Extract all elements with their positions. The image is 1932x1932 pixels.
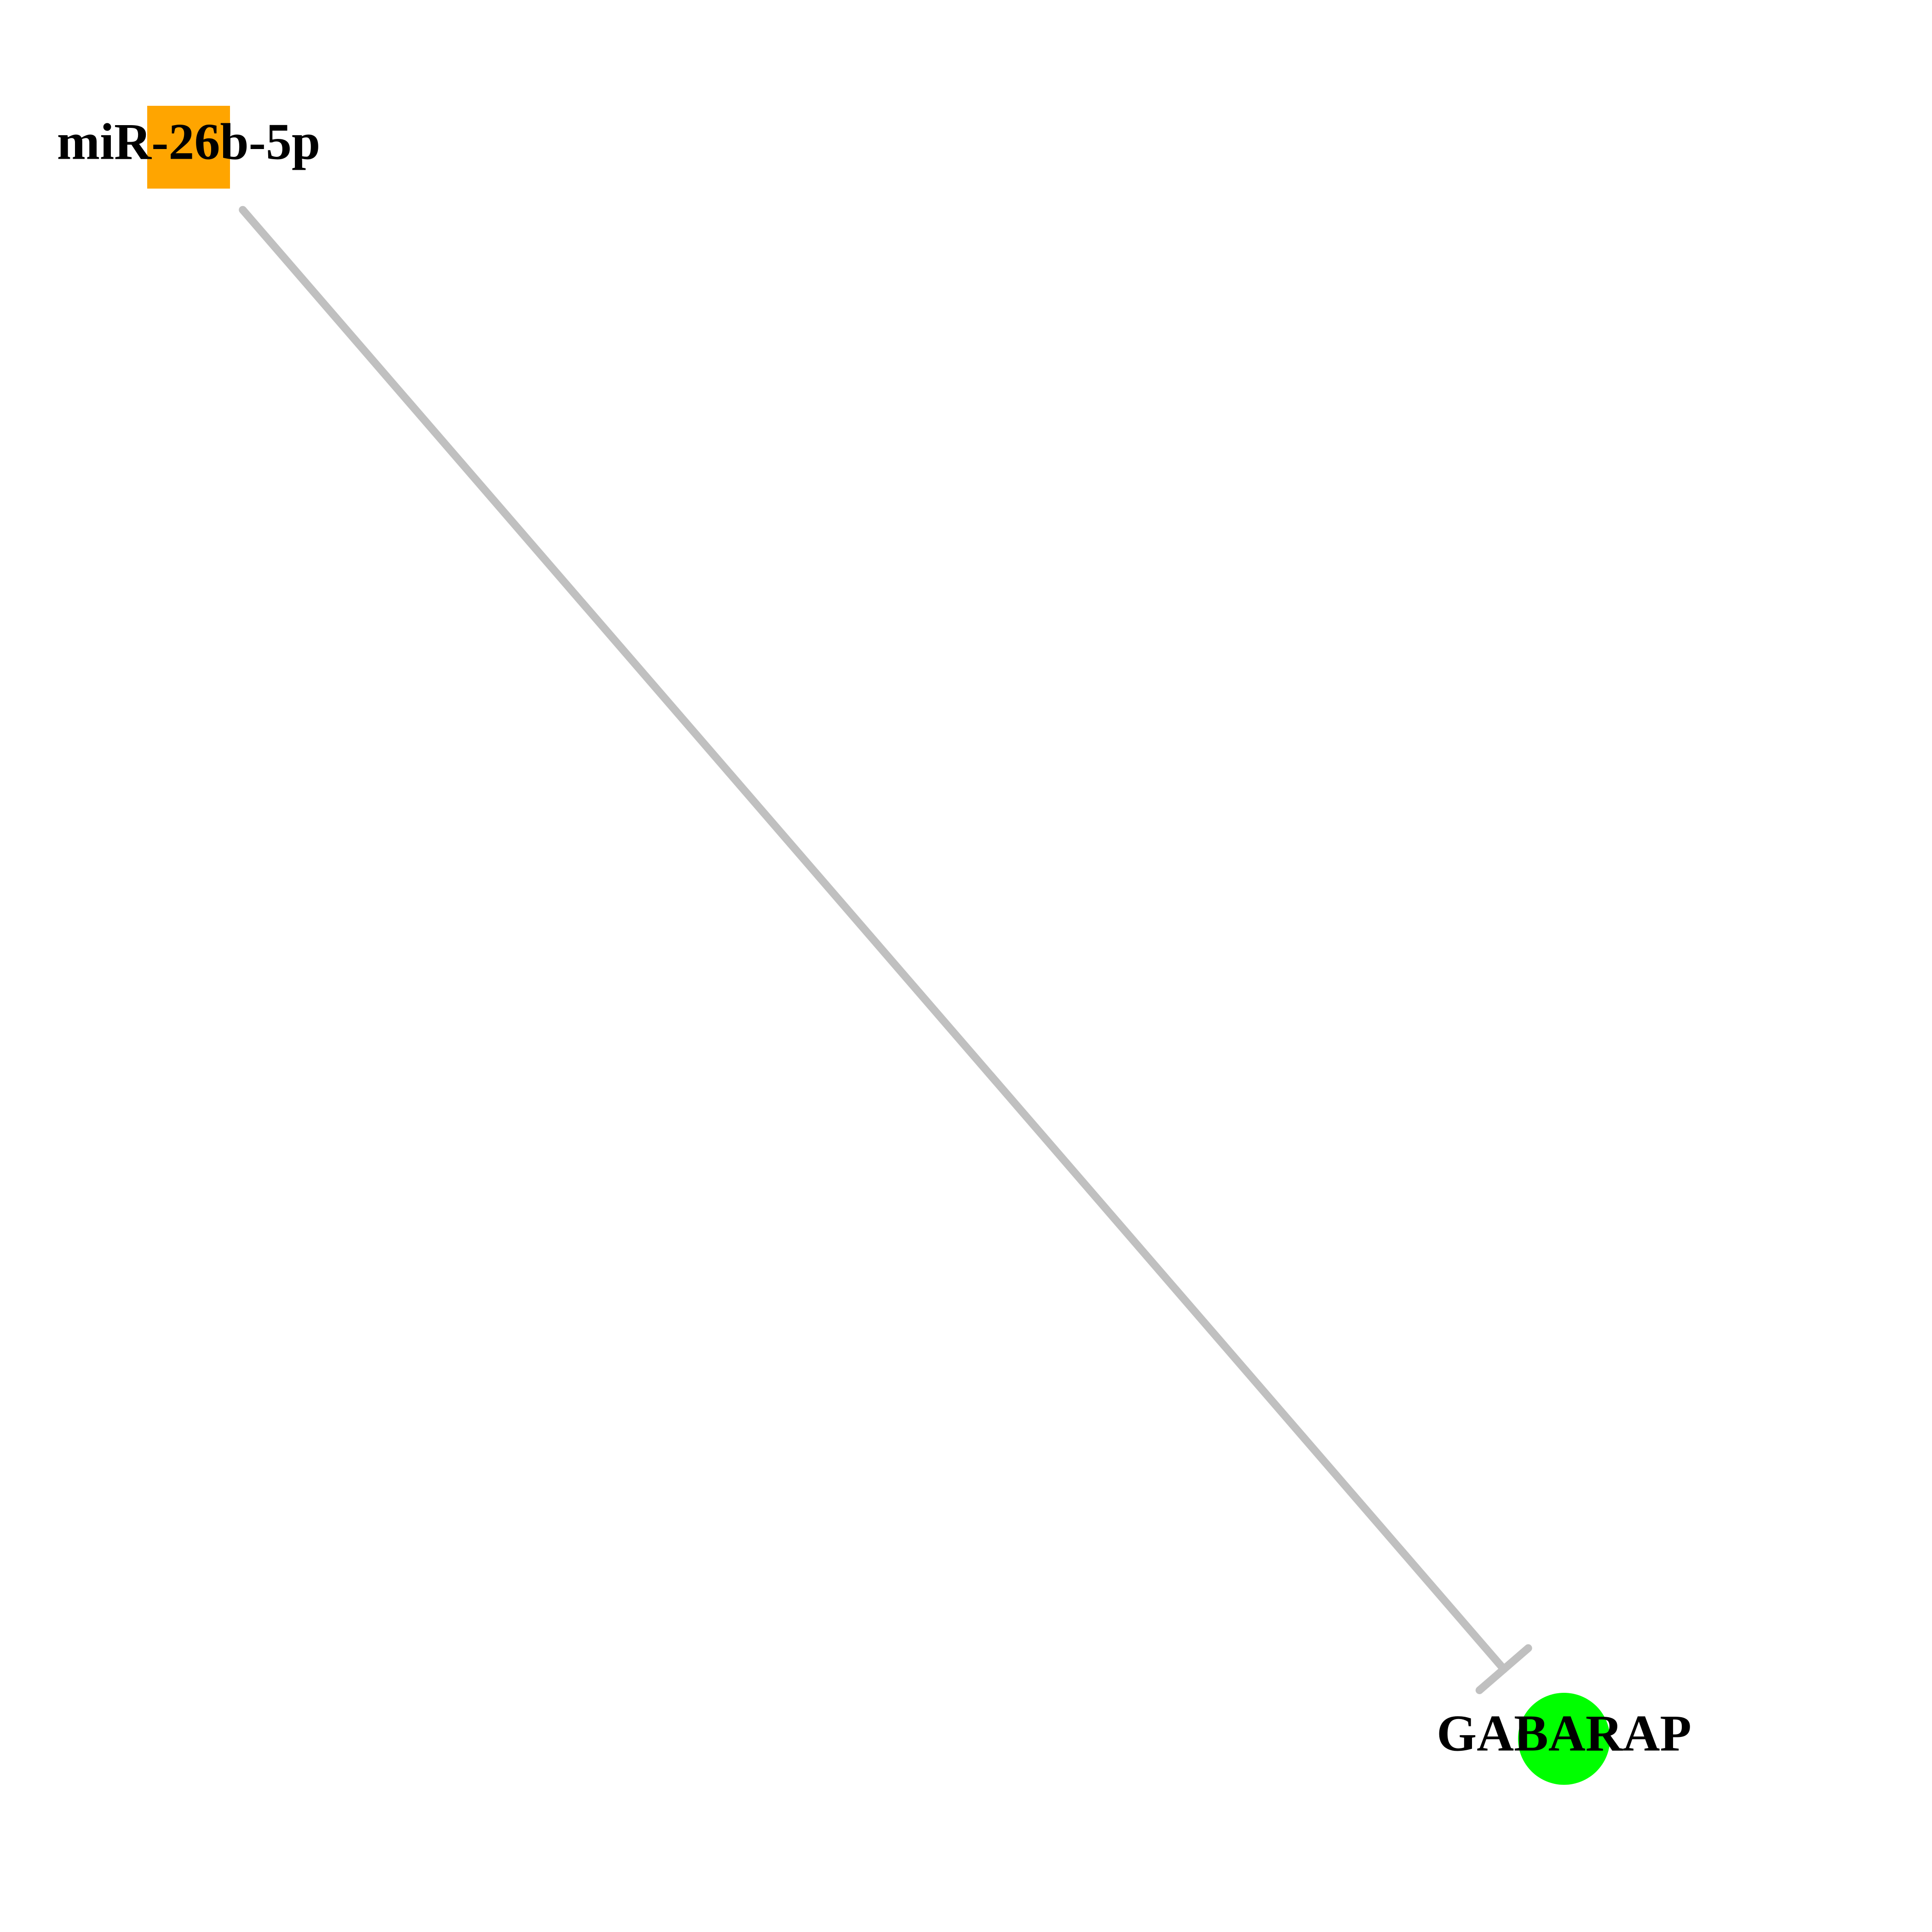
node-label-mir26b5p: miR-26b-5p bbox=[57, 114, 320, 171]
edges-group bbox=[243, 210, 1529, 1690]
node-label-gabarap: GABARAP bbox=[1437, 1705, 1691, 1762]
edge-line bbox=[243, 210, 1504, 1669]
